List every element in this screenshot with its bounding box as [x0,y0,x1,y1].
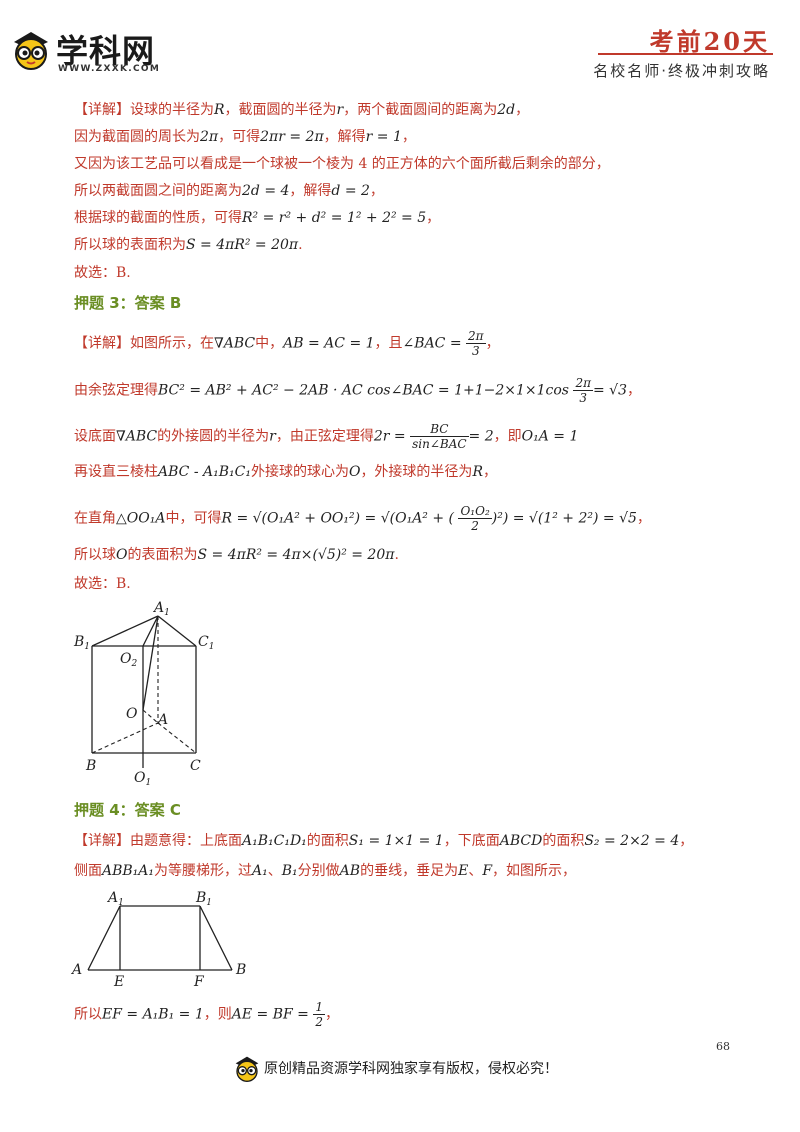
s2-line-5: 根据球的截面的性质，可得R² = r² + d² = 1² + 2² = 5， [74,210,441,226]
s2-line-2: 因为截面圆的周长为2π，可得2πr = 2π，解得r = 1， [74,129,416,145]
footer-owl-icon [235,1056,259,1082]
segment-o2a1 [142,615,159,647]
label-o1: O1 [134,770,151,788]
edge-bb1 [199,905,233,971]
label-c1: C1 [198,634,214,652]
s2-line-7: 故选：B. [74,265,131,281]
edge-a1c1 [157,615,197,647]
label-a1: A1 [152,600,170,618]
s3-line-7: 故选：B. [74,576,131,592]
label-b1: B1 [195,890,212,908]
s3-line-4: 再设直三棱柱ABC - A₁B₁C₁外接球的球心为O，外接球的半径为R， [74,464,497,480]
page-number: 68 [716,1040,730,1053]
header-rule [598,53,773,55]
s2-line-4: 所以两截面圆之间的距离为2d = 4，解得d = 2， [74,183,384,199]
logo-text: 学科网 [56,32,156,70]
label-b: B [235,962,246,978]
edge-ac-hidden [157,722,197,754]
s4-heading: 押题 4：答案 C [74,801,181,819]
label-e: E [113,974,124,988]
s3-line-1: 【详解】如图所示，在∇ABC中，AB = AC = 1，且∠BAC = 2π 3， [74,329,500,358]
label-o: O [126,706,138,722]
s3-line-2: 由余弦定理得BC² = AB² + AC² − 2AB · AC cos∠BAC… [74,376,641,405]
header-subtitle: 名校名师·终极冲刺攻略 [593,62,770,80]
edge-ab-hidden [91,722,159,754]
segment-a1o [142,615,159,711]
s4-line-2: 侧面ABB₁A₁为等腰梯形，过A₁、B₁分别做AB的垂线，垂足为E、F，如图所示… [74,863,577,879]
logo-owl-icon [14,32,48,70]
s2-line-6: 所以球的表面积为S = 4πR² = 20π. [74,237,303,253]
label-o2: O2 [120,651,137,669]
label-f: F [193,974,205,988]
edge-aa1 [87,905,121,971]
label-b1: B1 [73,634,90,652]
s2-line-1: 【详解】设球的半径为R，截面圆的半径为r，两个截面圆间的距离为2d， [74,102,530,118]
label-c: C [190,758,201,774]
header-title: 考前20天 [649,27,770,56]
s2-line-3: 又因为该工艺品可以看成是一个球被一个棱为 4 的正方体的六个面所截后剩余的部分， [74,156,610,172]
s3-line-3: 设底面∇ABC的外接圆的半径为r，由正弦定理得2r = BC sin∠BAC = 2… [74,422,579,451]
footer-copyright: 原创精品资源学科网独家享有版权，侵权必究！ [264,1061,558,1077]
prism-figure: A1 B1 C1 O2 O A B C O1 [73,600,214,788]
label-a: A [70,962,82,978]
s3-heading: 押题 3：答案 B [74,294,182,312]
s3-line-5: 在直角△OO₁A中，可得R = √(O₁A² + OO₁²) = √(O₁A² … [74,504,651,533]
trapezoid-figure: A1 B1 A E F B [70,890,246,988]
label-a: A [156,712,168,728]
edge-b1a1 [91,615,159,647]
s4-line-3: 所以EF = A₁B₁ = 1，则AE = BF = 1 2， [74,1000,339,1029]
s4-line-1: 【详解】由题意得：上底面A₁B₁C₁D₁的面积S₁ = 1×1 = 1，下底面A… [74,833,694,849]
segment-oa-hidden [142,709,159,724]
logo-url: WWW.ZXXK.COM [58,64,161,74]
s3-line-6: 所以球O的表面积为S = 4πR² = 4π×(√5)² = 20π. [74,547,399,563]
label-a1: A1 [106,890,124,908]
label-b: B [85,758,96,774]
